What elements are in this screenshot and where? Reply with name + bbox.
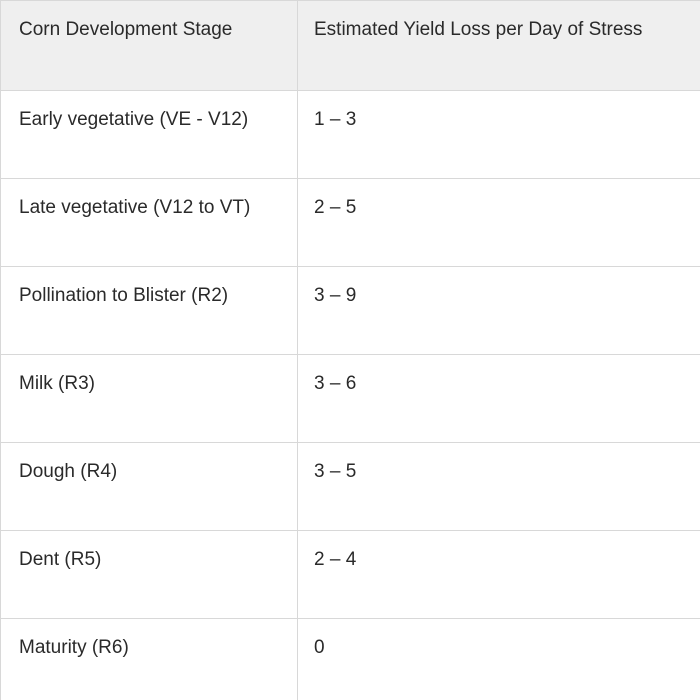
cell-stage: Dent (R5) (0, 530, 298, 619)
cell-stage: Maturity (R6) (0, 618, 298, 700)
cell-stage: Early vegetative (VE - V12) (0, 90, 298, 179)
cell-yield-loss: 3 – 6 (297, 354, 700, 443)
table-row: Dough (R4) 3 – 5 (0, 442, 700, 531)
table-row: Maturity (R6) 0 (0, 618, 700, 700)
cell-yield-loss: 2 – 4 (297, 530, 700, 619)
cell-stage: Pollination to Blister (R2) (0, 266, 298, 355)
header-yield-loss: Estimated Yield Loss per Day of Stress (297, 0, 700, 91)
cell-yield-loss: 3 – 5 (297, 442, 700, 531)
table-row: Late vegetative (V12 to VT) 2 – 5 (0, 178, 700, 267)
header-stage: Corn Development Stage (0, 0, 298, 91)
cell-stage: Dough (R4) (0, 442, 298, 531)
table-row: Dent (R5) 2 – 4 (0, 530, 700, 619)
table-row: Pollination to Blister (R2) 3 – 9 (0, 266, 700, 355)
cell-stage: Milk (R3) (0, 354, 298, 443)
cell-stage: Late vegetative (V12 to VT) (0, 178, 298, 267)
table-row: Early vegetative (VE - V12) 1 – 3 (0, 90, 700, 179)
cell-yield-loss: 2 – 5 (297, 178, 700, 267)
table-row: Milk (R3) 3 – 6 (0, 354, 700, 443)
cell-yield-loss: 1 – 3 (297, 90, 700, 179)
table-header-row: Corn Development Stage Estimated Yield L… (0, 0, 700, 91)
cell-yield-loss: 3 – 9 (297, 266, 700, 355)
cell-yield-loss: 0 (297, 618, 700, 700)
